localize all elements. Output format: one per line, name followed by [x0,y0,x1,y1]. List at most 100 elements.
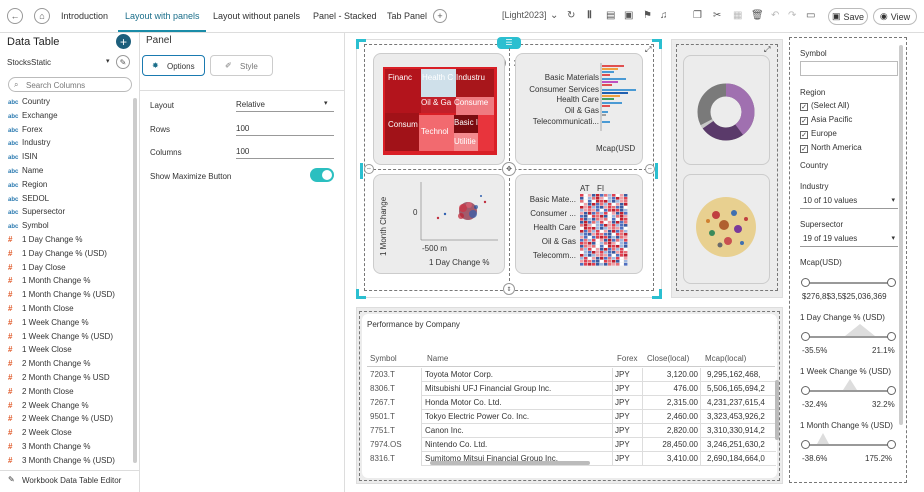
bell-icon[interactable]: ♫ [660,10,668,21]
column-header[interactable]: Forex [617,354,638,363]
document-icon[interactable]: ▤ [606,10,616,21]
pdf-icon[interactable]: ▣ [624,10,634,21]
options-tab[interactable]: ✸ Options [142,55,205,76]
region-checkbox[interactable]: ✓ Europe [800,129,837,139]
comment-icon[interactable]: ▭ [806,10,816,21]
bookmark-icon[interactable]: ⚑ [643,10,652,21]
field-item[interactable]: abc Name [8,166,43,175]
field-item[interactable]: #2 Month Change % USD [8,373,110,382]
field-item[interactable]: #2 Month Change % [8,359,91,368]
field-item[interactable]: abc Supersector [8,207,65,216]
region-checkbox[interactable]: ✓ North America [800,143,862,153]
tab-3[interactable]: Panel - Stacked [313,11,377,21]
column-header[interactable]: Close(local) [647,354,690,363]
paste-icon[interactable]: ▦ [733,10,743,21]
field-item[interactable]: abc Country [8,97,50,106]
resize-icon[interactable]: ⇔ [364,164,374,174]
back-icon[interactable]: ← [7,8,23,24]
tab-4[interactable]: Tab Panel [387,11,428,21]
home-icon[interactable]: ⌂ [34,8,50,24]
table-row[interactable] [421,410,776,424]
table-row[interactable] [421,368,776,382]
field-item[interactable]: #3 Month Change % (USD) [8,456,115,465]
week-slider[interactable] [805,390,891,392]
field-item[interactable]: abc Symbol [8,221,49,230]
mcap-slider[interactable] [805,282,891,284]
field-item[interactable]: abc Forex [8,125,42,134]
table-row[interactable] [421,396,776,410]
slider-min-knob[interactable] [801,332,810,341]
table-row[interactable] [421,438,776,452]
copy-icon[interactable]: ❐ [693,10,702,21]
region-checkbox[interactable]: ✓ Asia Pacific [800,115,852,125]
refresh-icon[interactable]: ↻ [567,10,576,21]
column-header[interactable]: Mcap(local) [705,354,747,363]
theme-select[interactable]: [Light2023] [502,10,547,20]
corner-handle[interactable] [652,39,662,49]
bar-chart-tile[interactable] [515,53,643,165]
view-button[interactable]: ◉ View [873,8,917,25]
column-header[interactable]: Name [427,354,449,363]
field-item[interactable]: abc SEDOL [8,194,49,203]
save-button[interactable]: ▣ Save [828,8,868,25]
add-column-icon[interactable]: + [116,34,131,49]
resize-icon[interactable]: ⇕ [503,283,515,295]
undo-icon[interactable]: ↶ [771,10,780,21]
slider-max-knob[interactable] [887,332,896,341]
search-columns-field[interactable]: ⌕ Search Columns [8,77,132,92]
maximize-icon[interactable]: ⤢ [645,45,652,54]
table-row[interactable] [421,424,776,438]
table-hscrollbar[interactable] [430,461,590,465]
field-item[interactable]: #1 Month Change % [8,276,91,285]
supersector-select[interactable]: 19 of 19 values ▾ [800,232,898,247]
field-item[interactable]: #1 Day Change % [8,235,82,244]
source-chevron-icon[interactable]: ▾ [106,58,110,65]
day-slider[interactable] [805,336,891,338]
slider-max-knob[interactable] [887,386,896,395]
workbook-editor-link[interactable]: Workbook Data Table Editor [22,476,122,485]
donut-tile[interactable] [683,55,770,165]
field-item[interactable]: #2 Week Change % (USD) [8,414,113,423]
field-item[interactable]: #1 Day Close [8,263,66,272]
drag-handle-icon[interactable]: ☰ [497,37,521,49]
slider-min-knob[interactable] [801,440,810,449]
field-item[interactable]: #2 Week Close [8,428,72,437]
delete-icon[interactable]: 🗑 [751,10,764,21]
filter-scrollbar[interactable] [899,45,903,425]
scatter-tile[interactable] [373,174,505,274]
field-item[interactable]: #1 Week Change % (USD) [8,332,113,341]
tab-2[interactable]: Layout without panels [213,11,301,21]
side-handle[interactable] [655,163,658,179]
field-item[interactable]: #2 Month Close [8,387,74,396]
maximize-icon[interactable]: ⤢ [764,45,771,54]
field-item[interactable]: #1 Month Change % (USD) [8,290,115,299]
slider-min-knob[interactable] [801,386,810,395]
cut-icon[interactable]: ✂ [713,10,722,21]
field-item[interactable]: abc Region [8,180,47,189]
move-icon[interactable]: ✥ [502,162,516,176]
field-item[interactable]: #2 Week Change % [8,401,89,410]
symbol-input[interactable] [800,61,898,76]
table-row[interactable] [421,382,776,396]
field-item[interactable]: abc Exchange [8,111,58,120]
theme-chevron-icon[interactable]: ⌄ [550,10,559,21]
field-item[interactable]: #1 Month Close [8,304,74,313]
field-item[interactable]: #3 Month Change % [8,442,91,451]
field-item[interactable]: #1 Week Close [8,345,72,354]
redo-icon[interactable]: ↷ [788,10,797,21]
add-tab-icon[interactable]: + [433,9,447,23]
table-row[interactable] [421,452,776,466]
corner-handle[interactable] [356,289,366,299]
pause-icon[interactable]: Ⅱ [587,10,592,21]
month-slider[interactable] [805,444,891,446]
field-item[interactable]: #1 Day Change % (USD) [8,249,107,258]
maximize-toggle[interactable] [310,168,334,182]
corner-handle[interactable] [652,289,662,299]
columns-input[interactable]: 100 [236,143,334,159]
side-handle[interactable] [360,163,363,179]
slider-min-knob[interactable] [801,278,810,287]
style-tab[interactable]: ✐ Style [210,55,273,76]
tab-1[interactable]: Layout with panels [125,11,200,21]
field-item[interactable]: abc Industry [8,138,50,147]
table-vscrollbar[interactable] [775,380,779,440]
